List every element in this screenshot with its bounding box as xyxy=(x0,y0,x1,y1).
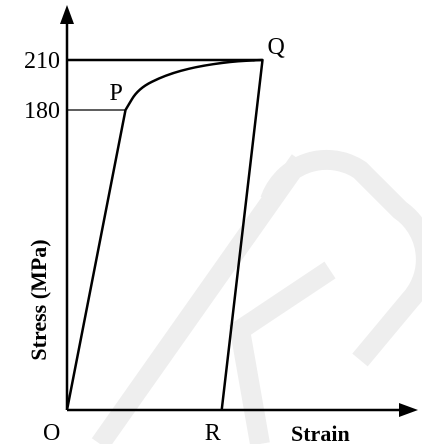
x-axis-arrow xyxy=(399,403,418,417)
stress-strain-curve xyxy=(65,58,264,411)
point-label-q: Q xyxy=(268,34,285,60)
labels: 210 180 O P Q R Strain Stress (MPa) xyxy=(24,34,350,444)
x-axis-title: Strain xyxy=(291,421,350,444)
point-label-p: P xyxy=(109,80,122,106)
point-label-r: R xyxy=(205,420,221,444)
watermark-stroke-diagonal-1 xyxy=(91,154,309,444)
curve-layer xyxy=(65,58,264,411)
watermark-graphic xyxy=(91,149,422,444)
watermark-stroke-letter xyxy=(229,261,336,444)
y-axis-title: Stress (MPa) xyxy=(26,239,51,360)
watermark-stroke-arc xyxy=(260,149,422,367)
y-tick-label-180: 180 xyxy=(24,98,60,124)
y-axis-arrow xyxy=(60,5,74,24)
axes xyxy=(60,5,418,417)
point-label-o: O xyxy=(43,420,60,444)
y-tick-label-210: 210 xyxy=(24,48,60,74)
reference-lines xyxy=(67,58,263,111)
